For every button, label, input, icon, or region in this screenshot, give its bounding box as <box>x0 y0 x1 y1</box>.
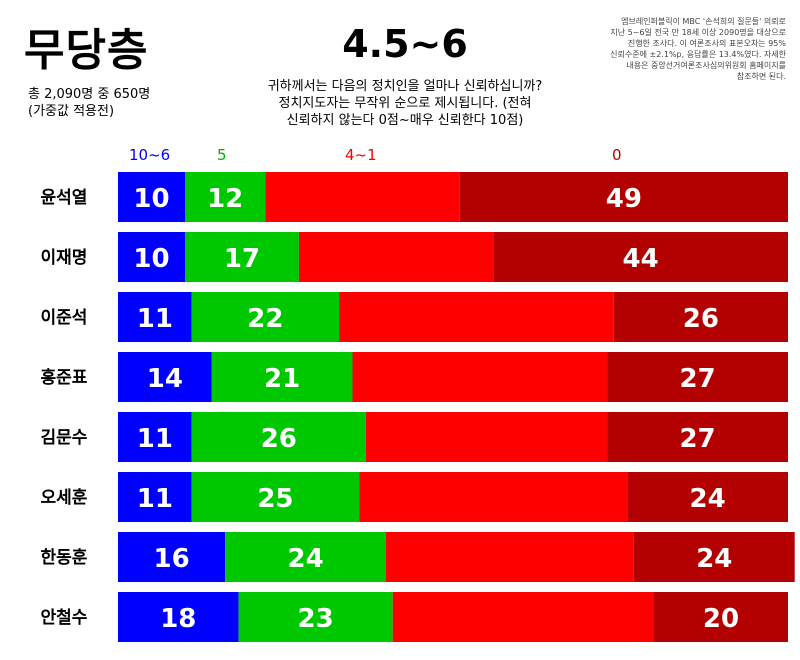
bar-segment <box>493 232 788 282</box>
bar-segment <box>118 232 185 282</box>
legend-item-4-1: 4~1 <box>345 146 377 164</box>
bar-value-label: 27 <box>679 364 715 394</box>
bar-value-label: 24 <box>690 484 726 514</box>
sample-info: 총 2,090명 중 650명 (가중값 적용전) <box>28 86 150 120</box>
bar-value-label: 11 <box>137 424 173 454</box>
bar-value-label: 14 <box>147 364 183 394</box>
bar-segment <box>633 532 795 582</box>
survey-question: 귀하께서는 다음의 정치인을 얼마나 신뢰하십니까? 정치지도자는 무작위 순으… <box>240 78 570 129</box>
bar-value-label: 17 <box>224 244 260 274</box>
bar-segment <box>359 472 628 522</box>
bar-segment <box>191 292 340 342</box>
bar-value-label: 10 <box>133 184 169 214</box>
bar-value-label: 27 <box>679 424 715 454</box>
row-label: 이준석 <box>41 308 88 328</box>
legend-item-5: 5 <box>217 146 227 164</box>
bar-segment <box>627 472 788 522</box>
bar-segment <box>185 172 266 222</box>
bar-value-label: 49 <box>606 184 642 214</box>
bar-value-label: 26 <box>261 424 297 454</box>
bar-value-label: 26 <box>683 304 719 334</box>
row-label: 윤석열 <box>41 188 88 208</box>
survey-method-note: 엠브레인퍼블릭이 MBC '손석희의 질문들' 의뢰로 지난 5~6일 전국 만… <box>586 16 786 82</box>
bar-segment <box>392 592 654 642</box>
row-label: 한동훈 <box>41 547 88 568</box>
note-line-6: 참조하면 된다. <box>736 72 786 81</box>
bar-value-label: 11 <box>137 484 173 514</box>
sample-count: 총 2,090명 중 650명 <box>28 87 151 102</box>
bar-segment <box>118 172 185 222</box>
note-line-1: 엠브레인퍼블릭이 MBC '손석희의 질문들' 의뢰로 <box>621 17 786 26</box>
bar-segment <box>191 412 366 462</box>
bar-value-label: 12 <box>207 184 243 214</box>
bar-value-label: 22 <box>247 304 283 334</box>
legend-item-10-6: 10~6 <box>129 146 171 164</box>
row-label: 안철수 <box>41 608 88 628</box>
bar-segment <box>654 592 788 642</box>
question-line-1: 귀하께서는 다음의 정치인을 얼마나 신뢰하십니까? <box>267 79 543 94</box>
score-range-heading: 4.5~6 <box>342 22 468 66</box>
bar-value-label: 24 <box>288 544 324 574</box>
bar-value-label: 18 <box>160 604 196 634</box>
question-line-3: 신뢰하지 않는다 0점~매우 신뢰한다 10점) <box>286 113 524 128</box>
bar-segment <box>339 292 614 342</box>
question-line-2: 정치지도자는 무작위 순으로 제시됩니다. (전혀 <box>278 96 532 111</box>
bar-segment <box>211 352 353 402</box>
bar-value-label: 11 <box>137 304 173 334</box>
bar-segment <box>238 592 393 642</box>
row-label: 오세훈 <box>41 487 88 508</box>
bar-value-label: 24 <box>696 544 732 574</box>
bar-segment <box>613 292 788 342</box>
bar-value-label: 44 <box>623 244 659 274</box>
note-line-2: 지난 5~6일 전국 만 18세 이상 2090명을 대상으로 <box>610 28 786 37</box>
legend-item-0: 0 <box>612 146 622 164</box>
bar-segment <box>118 412 192 462</box>
bar-segment <box>118 592 239 642</box>
note-line-4: 신뢰수준에 ±2.1%p, 응답률은 13.4%였다. 자세한 <box>610 50 786 59</box>
bar-segment <box>118 352 212 402</box>
note-line-3: 진행한 조사다. 이 여론조사의 표본오차는 95% <box>627 39 786 48</box>
bar-segment <box>225 532 386 582</box>
bar-value-label: 21 <box>264 364 300 394</box>
bar-value-label: 10 <box>133 244 169 274</box>
bar-segment <box>352 352 608 402</box>
bar-value-label: 25 <box>257 484 293 514</box>
row-label: 홍준표 <box>41 367 88 388</box>
row-label: 이재명 <box>41 248 88 268</box>
bar-segment <box>298 232 494 282</box>
bar-segment <box>118 472 192 522</box>
bar-segment <box>185 232 299 282</box>
sample-weight-note: (가중값 적용전) <box>28 104 115 119</box>
bar-value-label: 20 <box>703 604 739 634</box>
bar-segment <box>118 532 226 582</box>
bar-value-label: 16 <box>154 544 190 574</box>
note-line-5: 내용은 중앙선거여론조사심의위원회 홈페이지를 <box>626 61 786 70</box>
bar-segment <box>459 172 788 222</box>
bar-segment <box>607 412 788 462</box>
bar-value-label: 23 <box>298 604 334 634</box>
page-title: 무당층 <box>24 25 149 76</box>
bar-segment <box>386 532 634 582</box>
bar-segment <box>191 472 360 522</box>
row-label: 김문수 <box>41 428 88 448</box>
bar-segment <box>607 352 788 402</box>
bar-segment <box>118 292 192 342</box>
bar-segment <box>365 412 608 462</box>
bar-segment <box>265 172 460 222</box>
